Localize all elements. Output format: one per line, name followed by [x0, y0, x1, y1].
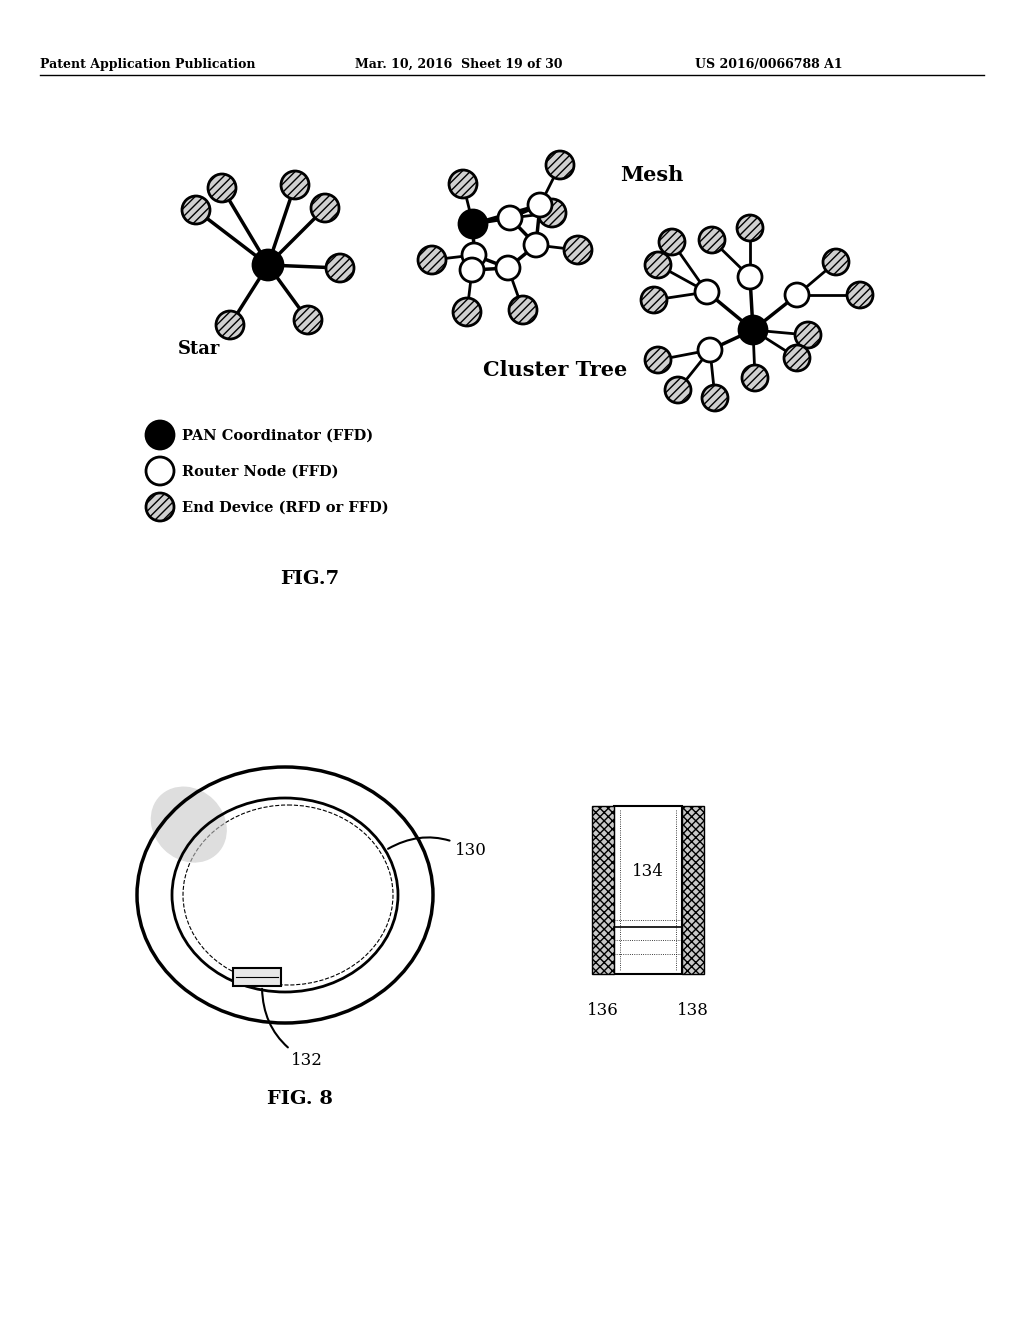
Circle shape [645, 252, 671, 279]
Circle shape [847, 282, 873, 308]
Text: Mesh: Mesh [620, 165, 683, 185]
Text: Mar. 10, 2016  Sheet 19 of 30: Mar. 10, 2016 Sheet 19 of 30 [355, 58, 562, 71]
Circle shape [784, 345, 810, 371]
Circle shape [645, 347, 671, 374]
Circle shape [311, 194, 339, 222]
Circle shape [498, 206, 522, 230]
Circle shape [208, 174, 236, 202]
Bar [614, 807, 682, 974]
Text: Cluster Tree: Cluster Tree [483, 360, 628, 380]
Circle shape [795, 322, 821, 348]
Circle shape [564, 236, 592, 264]
Text: 134: 134 [632, 863, 664, 880]
Text: 132: 132 [262, 989, 323, 1069]
Circle shape [496, 256, 520, 280]
Circle shape [823, 249, 849, 275]
Circle shape [659, 228, 685, 255]
Text: FIG.7: FIG.7 [281, 570, 340, 587]
Bar [682, 807, 705, 974]
Circle shape [665, 378, 691, 403]
Circle shape [785, 282, 809, 308]
Circle shape [253, 249, 283, 280]
Circle shape [326, 253, 354, 282]
Text: US 2016/0066788 A1: US 2016/0066788 A1 [695, 58, 843, 71]
Circle shape [453, 298, 481, 326]
Circle shape [538, 199, 566, 227]
Text: PAN Coordinator (FFD): PAN Coordinator (FFD) [182, 429, 373, 444]
Circle shape [528, 193, 552, 216]
Text: FIG. 8: FIG. 8 [267, 1090, 333, 1107]
Circle shape [216, 312, 244, 339]
Text: 136: 136 [587, 1002, 618, 1019]
Text: 130: 130 [388, 837, 486, 859]
Circle shape [460, 257, 484, 282]
Circle shape [182, 195, 210, 224]
Text: 138: 138 [677, 1002, 709, 1019]
Circle shape [641, 286, 667, 313]
Circle shape [459, 210, 487, 238]
Text: Star: Star [178, 341, 220, 358]
Circle shape [695, 280, 719, 304]
Ellipse shape [151, 787, 227, 863]
Circle shape [702, 385, 728, 411]
Text: Patent Application Publication: Patent Application Publication [40, 58, 256, 71]
Circle shape [546, 150, 574, 180]
Circle shape [294, 306, 322, 334]
Circle shape [739, 315, 767, 345]
Circle shape [509, 296, 537, 323]
Circle shape [449, 170, 477, 198]
Circle shape [146, 457, 174, 484]
Circle shape [462, 243, 486, 267]
Circle shape [699, 227, 725, 253]
Circle shape [742, 366, 768, 391]
Text: Router Node (FFD): Router Node (FFD) [182, 465, 339, 479]
Bar [592, 807, 614, 974]
Circle shape [418, 246, 446, 275]
Circle shape [524, 234, 548, 257]
Circle shape [281, 172, 309, 199]
Circle shape [698, 338, 722, 362]
Bar [233, 968, 281, 986]
Circle shape [146, 492, 174, 521]
Circle shape [737, 215, 763, 242]
Text: End Device (RFD or FFD): End Device (RFD or FFD) [182, 502, 389, 515]
Circle shape [146, 421, 174, 449]
Circle shape [738, 265, 762, 289]
